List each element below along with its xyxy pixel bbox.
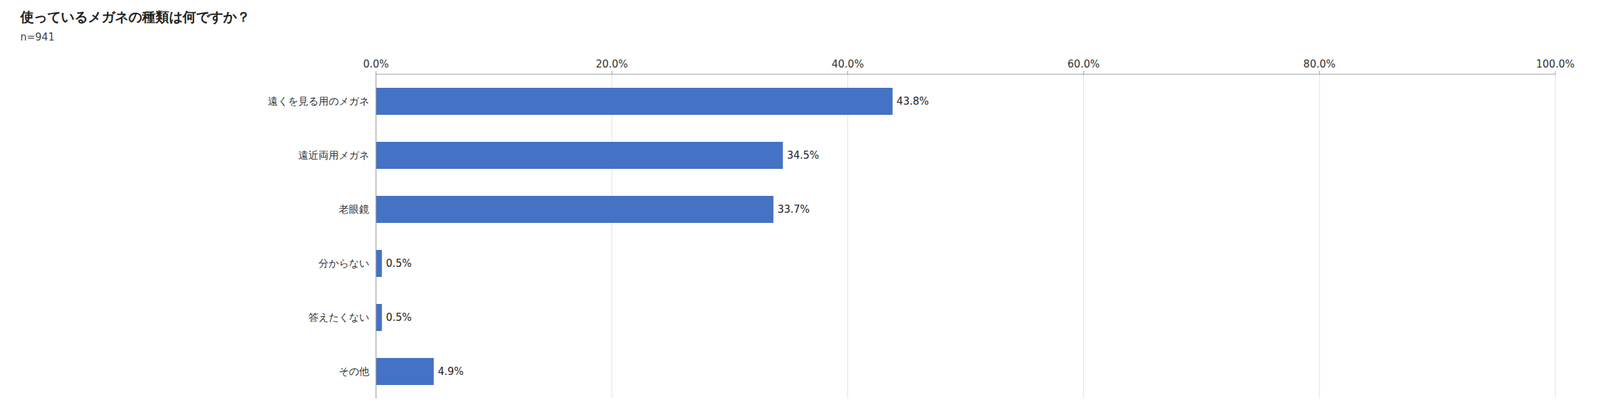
tick-label: 40.0% xyxy=(831,58,865,71)
y-axis-line xyxy=(375,74,377,399)
category-label: 分からない xyxy=(318,257,370,270)
tick-label: 60.0% xyxy=(1067,58,1101,71)
title: 使っているメガネの種類は何ですか？ xyxy=(19,8,251,26)
category-label: 遠くを見る用のメガネ xyxy=(267,95,370,108)
bars xyxy=(375,87,893,386)
tick-mark xyxy=(1083,71,1085,75)
data-label: 0.5% xyxy=(386,257,412,270)
bar xyxy=(375,87,893,115)
grid-line xyxy=(375,74,377,399)
tick-mark xyxy=(1319,71,1321,75)
bar xyxy=(375,142,784,170)
category-label: その他 xyxy=(338,365,370,379)
tick-label: 100.0% xyxy=(1535,58,1575,71)
bar xyxy=(375,250,383,278)
category-label: 老眼鏡 xyxy=(338,203,370,216)
grid-line xyxy=(611,74,613,399)
grid-line xyxy=(1555,74,1557,399)
background xyxy=(0,0,1600,410)
chart-container: 使っているメガネの種類は何ですか？ n=941 0.0% 20.0% 40.0% 60.0… xyxy=(0,0,1600,410)
bar xyxy=(375,304,383,332)
bar xyxy=(375,358,434,386)
category-label: 遠近両用メガネ xyxy=(298,149,370,162)
grid-line xyxy=(1083,74,1085,399)
tick-label: 0.0% xyxy=(363,58,389,71)
bar xyxy=(375,196,774,224)
data-label: 43.8% xyxy=(896,95,930,108)
grid-line xyxy=(847,74,849,399)
x-axis-line xyxy=(375,74,1556,76)
category-label: 答えたくない xyxy=(308,311,370,324)
tick-mark xyxy=(847,71,849,75)
tick-mark xyxy=(1555,71,1557,75)
data-label: 33.7% xyxy=(777,203,811,216)
labels: 43.8% 34.5% 33.7% 0.5% 0.5% 4.9% 遠くを見る用のメガネ遠近両… xyxy=(267,95,930,379)
data-label: 4.9% xyxy=(437,365,464,379)
tick-mark xyxy=(375,71,377,75)
tick-label: 80.0% xyxy=(1303,58,1336,71)
data-label: 0.5% xyxy=(386,311,412,324)
chart-svg: 使っているメガネの種類は何ですか？ n=941 0.0% 20.0% 40.0% 60.0… xyxy=(0,0,1600,410)
data-label: 34.5% xyxy=(787,149,820,162)
subtitle: n=941 xyxy=(20,31,55,44)
tick-label: 20.0% xyxy=(595,58,629,71)
x-axis: 0.0% 20.0% 40.0% 60.0% 80.0% 100.0% xyxy=(363,58,1575,399)
grid-line xyxy=(1319,74,1321,399)
tick-mark xyxy=(611,71,613,75)
